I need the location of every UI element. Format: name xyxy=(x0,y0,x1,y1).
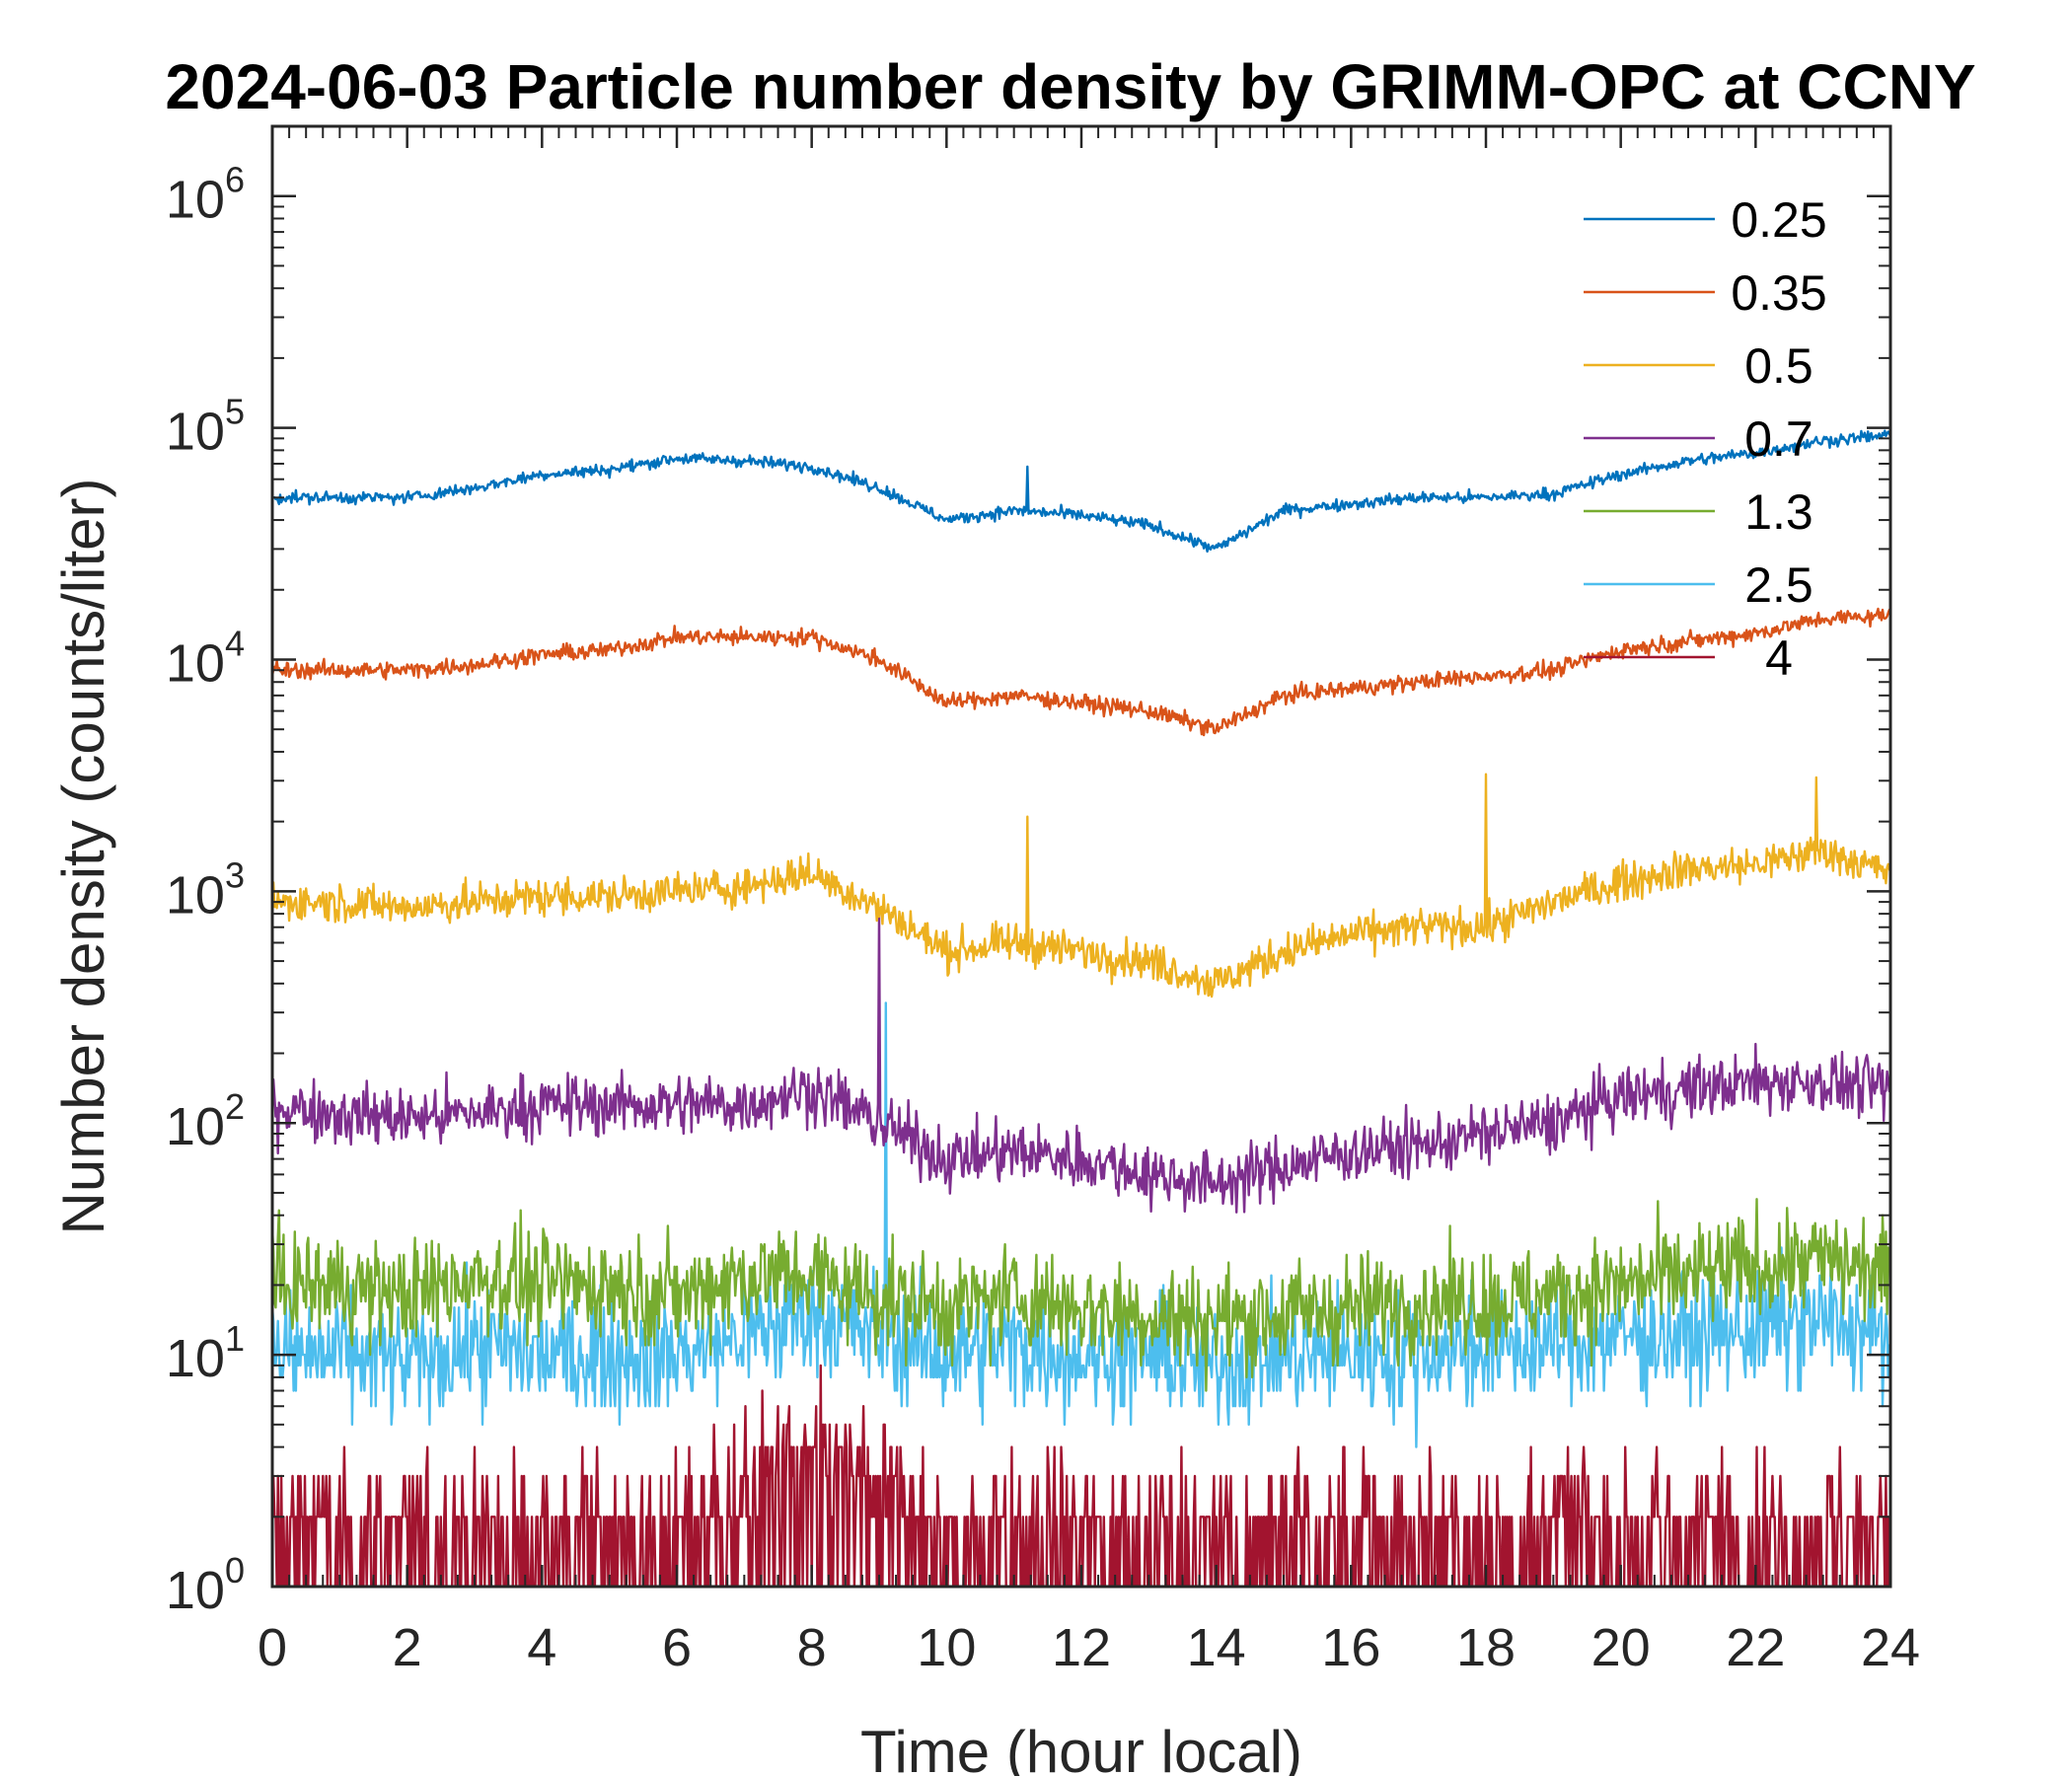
x-tick-label: 22 xyxy=(1726,1618,1785,1677)
x-tick-label: 6 xyxy=(662,1618,692,1677)
minor-ticks xyxy=(272,125,1890,1587)
x-tick-label: 12 xyxy=(1052,1618,1111,1677)
y-tick-label: 103 xyxy=(166,854,245,925)
series-layer xyxy=(270,429,1892,1589)
x-tick-label: 0 xyxy=(258,1618,287,1677)
x-axis: 0 2 4 6 8 10 12 14 16 18 20 22 24 xyxy=(258,126,1920,1677)
y-axis: 100 101 102 103 104 105 106 xyxy=(166,160,1890,1620)
x-axis-label: Time (hour local) xyxy=(860,1719,1302,1776)
x-tick-label: 4 xyxy=(527,1618,556,1677)
y-tick-label: 104 xyxy=(166,623,245,693)
y-tick-label: 105 xyxy=(166,392,245,462)
legend: 0.25 0.35 0.5 0.7 1.3 2.5 4 xyxy=(1584,192,1827,686)
series-line-0.25 xyxy=(271,429,1892,554)
legend-label: 0.5 xyxy=(1744,338,1813,394)
x-tick-label: 18 xyxy=(1456,1618,1516,1677)
legend-label: 0.35 xyxy=(1731,265,1826,321)
x-tick-label: 10 xyxy=(917,1618,976,1677)
x-tick-label: 8 xyxy=(797,1618,827,1677)
series-line-0.35 xyxy=(270,607,1892,737)
series-line-0.7 xyxy=(270,912,1891,1214)
series-line-1.3 xyxy=(270,1198,1892,1392)
legend-label: 4 xyxy=(1765,630,1793,686)
legend-label: 2.5 xyxy=(1744,557,1813,613)
legend-label: 0.25 xyxy=(1731,192,1826,248)
legend-label: 1.3 xyxy=(1744,484,1813,540)
y-tick-label: 106 xyxy=(166,160,245,230)
y-tick-label: 101 xyxy=(166,1318,245,1388)
series-line-0.5 xyxy=(270,773,1892,999)
legend-label: 0.7 xyxy=(1744,411,1813,467)
y-tick-label: 102 xyxy=(166,1086,245,1156)
y-tick-label: 100 xyxy=(166,1550,245,1620)
x-tick-label: 20 xyxy=(1591,1618,1651,1677)
x-tick-label: 16 xyxy=(1321,1618,1380,1677)
chart-title: 2024-06-03 Particle number density by GR… xyxy=(165,51,1975,122)
x-tick-label: 2 xyxy=(393,1618,422,1677)
x-tick-label: 14 xyxy=(1187,1618,1246,1677)
y-axis-label: Number density (counts/liter) xyxy=(50,479,116,1235)
x-tick-label: 24 xyxy=(1861,1618,1920,1677)
